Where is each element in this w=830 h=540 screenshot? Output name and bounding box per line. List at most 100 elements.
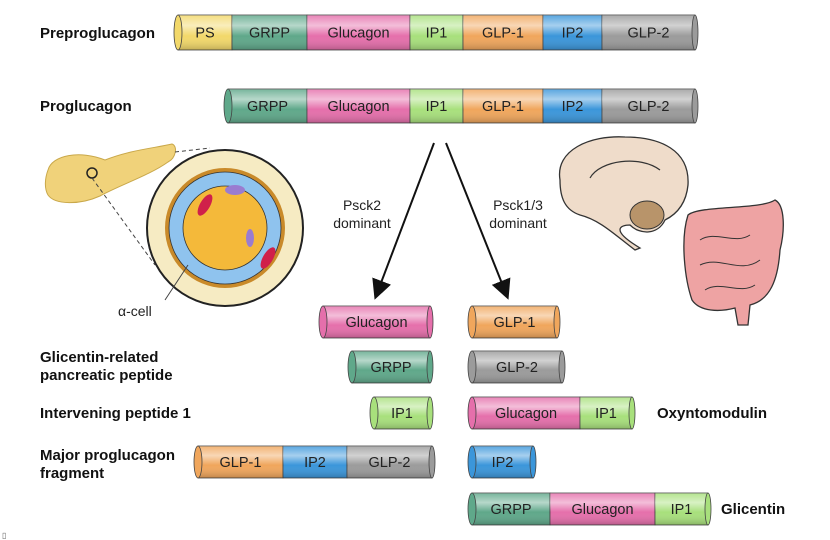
segment-label: PS — [195, 26, 214, 42]
bar-right-cap — [426, 305, 434, 339]
segment-ip1: IP1 — [409, 14, 464, 51]
preproglucagon-label: Preproglucagon — [40, 25, 155, 42]
segment-label: GLP-2 — [628, 99, 670, 115]
segment-label: GLP-1 — [220, 455, 262, 471]
segment-label: GLP-1 — [482, 99, 524, 115]
mpgf-label-line1: Major proglucagon — [40, 447, 175, 464]
psck13-label-line2: dominant — [489, 215, 547, 231]
bar-right-cap — [426, 396, 434, 430]
segment-label: Glucagon — [571, 502, 633, 518]
segment-label: IP2 — [492, 455, 514, 471]
segment-label: GLP-2 — [628, 26, 670, 42]
mpgf-bar: GLP-1 IP2 GLP-2 — [193, 445, 436, 479]
bar-left-cap — [467, 396, 477, 430]
segment-glp-2: GLP-2 — [471, 350, 563, 384]
bar-right-cap — [691, 14, 699, 51]
segment-glucagon: Glucagon — [471, 396, 581, 430]
proglucagon-label: Proglucagon — [40, 98, 132, 115]
segment-grpp: GRPP — [351, 350, 431, 384]
pancreas-icon — [44, 143, 211, 266]
ip1-label: Intervening peptide 1 — [40, 405, 191, 422]
bar-left-cap — [318, 305, 328, 339]
segment-label: IP2 — [562, 99, 584, 115]
segment-label: IP1 — [671, 502, 693, 518]
corner-mark: ▯ — [2, 531, 6, 540]
segment-label: GLP-1 — [482, 26, 524, 42]
bar-right-cap — [628, 396, 636, 430]
intestine-icon — [683, 199, 784, 326]
segment-label: IP1 — [391, 406, 413, 422]
segment-glucagon: Glucagon — [322, 305, 431, 339]
preproglucagon-bar: PS GRPP Glucagon IP1 GLP-1 IP2 GLP-2 — [173, 14, 699, 51]
islet-icon — [146, 149, 304, 307]
alpha-cell-label: α-cell — [118, 303, 152, 319]
psck2-label-line2: dominant — [333, 215, 391, 231]
segment-ip2: IP2 — [282, 445, 348, 479]
segment-glp-2: GLP-2 — [346, 445, 433, 479]
segment-label: GLP-1 — [494, 315, 536, 331]
segment-label: IP2 — [562, 26, 584, 42]
bar-right-cap — [704, 492, 712, 526]
bar-right-cap — [553, 305, 561, 339]
proglucagon-bar: GRPP Glucagon IP1 GLP-1 IP2 GLP-2 — [223, 88, 699, 124]
segment-ip1: IP1 — [409, 88, 464, 124]
segment-label: GLP-2 — [496, 360, 538, 376]
psck13-arrow — [445, 142, 511, 300]
bar-left-cap — [467, 305, 477, 339]
bar-left-cap — [467, 350, 477, 384]
psck2-label-line1: Psck2 — [343, 197, 381, 213]
segment-ip2: IP2 — [471, 445, 534, 479]
alpha-cell-pointer — [164, 264, 189, 301]
segment-label: GRPP — [490, 502, 531, 518]
segment-ps: PS — [177, 14, 233, 51]
oxyntomodulin-bar: Glucagon IP1 — [467, 396, 636, 430]
segment-glucagon: Glucagon — [549, 492, 656, 526]
glp1-bar: GLP-1 — [467, 305, 561, 339]
segment-label: Glucagon — [327, 99, 389, 115]
glucagon-bar: Glucagon — [318, 305, 434, 339]
segment-label: IP1 — [426, 26, 448, 42]
bar-left-cap — [193, 445, 203, 479]
segment-ip2: IP2 — [542, 88, 603, 124]
segment-ip1: IP1 — [373, 396, 431, 430]
segment-label: Glucagon — [495, 406, 557, 422]
segment-grpp: GRPP — [227, 88, 308, 124]
psck2-arrow — [372, 142, 435, 300]
segment-label: IP2 — [304, 455, 326, 471]
bar-left-cap — [223, 88, 233, 124]
bar-right-cap — [426, 350, 434, 384]
segment-ip1: IP1 — [579, 396, 633, 430]
mpgf-label-line2: fragment — [40, 465, 104, 482]
segment-glp-1: GLP-1 — [462, 14, 544, 51]
ip2-bar: IP2 — [467, 445, 537, 479]
segment-label: IP1 — [426, 99, 448, 115]
psck13-label-line1: Psck1/3 — [493, 197, 543, 213]
grpp-label-line2: pancreatic peptide — [40, 367, 173, 384]
segment-glucagon: Glucagon — [306, 14, 411, 51]
segment-label: Glucagon — [345, 315, 407, 331]
segment-label: Glucagon — [327, 26, 389, 42]
glicentin-bar: GRPP Glucagon IP1 — [467, 492, 712, 526]
brain-icon — [558, 136, 689, 251]
bar-right-cap — [529, 445, 537, 479]
glp2-bar: GLP-2 — [467, 350, 566, 384]
segment-glp-1: GLP-1 — [197, 445, 284, 479]
segment-ip2: IP2 — [542, 14, 603, 51]
bar-right-cap — [691, 88, 699, 124]
segment-label: IP1 — [595, 406, 617, 422]
segment-glucagon: Glucagon — [306, 88, 411, 124]
segment-label: GRPP — [249, 26, 290, 42]
segment-glp-1: GLP-1 — [462, 88, 544, 124]
bar-right-cap — [558, 350, 566, 384]
segment-grpp: GRPP — [231, 14, 308, 51]
segment-label: GLP-2 — [369, 455, 411, 471]
grpp-bar: GRPP — [347, 350, 434, 384]
segment-ip1: IP1 — [654, 492, 709, 526]
ip1-bar: IP1 — [369, 396, 434, 430]
bar-left-cap — [369, 396, 379, 430]
segment-glp-2: GLP-2 — [601, 88, 696, 124]
bar-left-cap — [173, 14, 183, 51]
grpp-label-line1: Glicentin-related — [40, 349, 158, 366]
bar-left-cap — [347, 350, 357, 384]
